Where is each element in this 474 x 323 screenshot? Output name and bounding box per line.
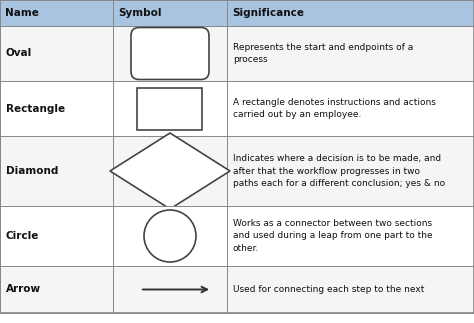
- Text: Arrow: Arrow: [6, 285, 41, 295]
- Bar: [0, 81, 113, 136]
- Text: Oval: Oval: [6, 48, 32, 58]
- Bar: [113, 26, 227, 81]
- Text: Significance: Significance: [232, 8, 304, 18]
- Circle shape: [144, 210, 196, 262]
- Bar: [113, 136, 227, 206]
- Bar: [113, 206, 227, 266]
- Text: Represents the start and endpoints of a
process: Represents the start and endpoints of a …: [233, 43, 413, 64]
- Text: Rectangle: Rectangle: [6, 103, 65, 113]
- Bar: [0, 26, 113, 81]
- Text: Circle: Circle: [6, 231, 39, 241]
- Bar: [227, 136, 474, 206]
- Bar: [227, 0, 474, 26]
- Polygon shape: [110, 133, 230, 209]
- Bar: [0, 136, 113, 206]
- Bar: [227, 206, 474, 266]
- Bar: [113, 266, 227, 313]
- Text: Symbol: Symbol: [118, 8, 162, 18]
- FancyBboxPatch shape: [131, 27, 209, 79]
- Text: Works as a connector between two sections
and used during a leap from one part t: Works as a connector between two section…: [233, 219, 433, 253]
- Text: Diamond: Diamond: [6, 166, 58, 176]
- Text: A rectangle denotes instructions and actions
carried out by an employee.: A rectangle denotes instructions and act…: [233, 98, 436, 119]
- Text: Indicates where a decision is to be made, and
after that the workflow progresses: Indicates where a decision is to be made…: [233, 154, 445, 188]
- Bar: [137, 88, 202, 130]
- Bar: [113, 81, 227, 136]
- Text: Used for connecting each step to the next: Used for connecting each step to the nex…: [233, 285, 424, 294]
- Bar: [0, 266, 113, 313]
- Bar: [227, 26, 474, 81]
- Bar: [113, 0, 227, 26]
- Bar: [227, 266, 474, 313]
- Text: Name: Name: [5, 8, 39, 18]
- Bar: [0, 0, 113, 26]
- Bar: [227, 81, 474, 136]
- Bar: [0, 206, 113, 266]
